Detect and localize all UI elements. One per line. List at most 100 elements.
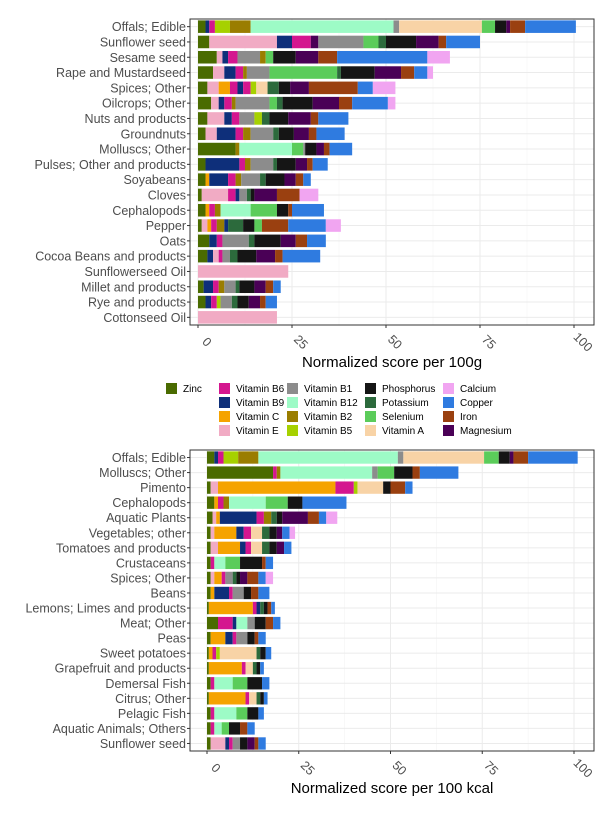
- x-axis-title: Normalized score per 100 kcal: [291, 780, 494, 797]
- bar-segment-magnesium: [295, 50, 319, 64]
- bar-segment-vitamin-b5: [250, 81, 257, 95]
- bar-segment-potassium: [256, 647, 261, 660]
- legend-swatch: [219, 425, 230, 436]
- y-tick-label: Lemons; Limes and products: [25, 602, 186, 616]
- bar-segment-vitamin-b6: [218, 616, 233, 630]
- bar-segment-vitamin-c: [216, 511, 220, 524]
- bar-segment-vitamin-c: [210, 586, 215, 600]
- bar-row-meat-other: [207, 616, 281, 630]
- bar-segment-vitamin-b9: [232, 616, 237, 630]
- bar-segment-phosphorus: [263, 601, 268, 615]
- bar-segment-vitamin-b6: [209, 203, 215, 217]
- y-tick-label: Spices; Other: [110, 81, 186, 95]
- bar-segment-zinc: [198, 280, 204, 294]
- bar-segment-vitamin-b5: [254, 112, 262, 125]
- bar-segment-copper: [258, 737, 266, 750]
- bar-segment-vitamin-b9: [224, 66, 236, 79]
- bar-row-cloves: [198, 188, 319, 202]
- bar-segment-magnesium: [248, 295, 261, 309]
- bar-row-millet-and-products: [198, 280, 281, 294]
- bar-segment-vitamin-b9: [240, 541, 246, 554]
- bar-row-pepper: [198, 219, 341, 232]
- bar-segment-copper: [357, 81, 373, 95]
- bar-segment-phosphorus: [495, 20, 507, 33]
- y-tick-label: Pimento: [140, 481, 186, 495]
- bar-segment-vitamin-b1: [318, 35, 364, 49]
- bar-segment-vitamin-b1: [372, 466, 378, 479]
- legend-swatch: [287, 383, 298, 394]
- bar-segment-vitamin-b9: [236, 526, 244, 539]
- bar-segment-vitamin-b6: [221, 571, 226, 585]
- bar-segment-vitamin-e: [205, 127, 217, 141]
- legend-label: Iron: [460, 412, 477, 423]
- bar-segment-phosphorus: [269, 526, 277, 539]
- bar-segment-vitamin-b6: [210, 707, 215, 720]
- x-axis-title: Normalized score per 100g: [302, 354, 482, 371]
- bar-segment-potassium: [378, 35, 386, 49]
- legend-label: Phosphorus: [382, 384, 435, 395]
- legend-label: Zinc: [183, 384, 202, 395]
- bar-segment-zinc: [207, 677, 211, 690]
- y-tick-label: Offals; Edible: [112, 20, 186, 34]
- bar-segment-vitamin-b9: [205, 158, 240, 171]
- bar-segment-copper: [337, 50, 428, 64]
- bar-segment-vitamin-b6: [241, 662, 246, 675]
- bar-segment-vitamin-b9: [214, 586, 230, 600]
- bar-segment-vitamin-b9: [216, 127, 236, 141]
- bar-segment-vitamin-b6: [212, 647, 217, 660]
- bar-segment-vitamin-b6: [209, 20, 215, 33]
- bar-segment-vitamin-b1: [220, 295, 232, 309]
- legend-item-vitamin-b1: Vitamin B1: [287, 383, 353, 395]
- bar-segment-potassium: [248, 234, 255, 248]
- bar-row-aquatic-animals-others: [207, 722, 255, 735]
- bar-segment-iron: [261, 219, 289, 232]
- bar-segment-selenium: [250, 203, 277, 217]
- bar-segment-vitamin-a: [256, 81, 268, 95]
- bar-segment-phosphorus: [287, 496, 303, 509]
- legend-item-vitamin-b5: Vitamin B5: [287, 425, 353, 437]
- x-tick-label: 100: [571, 756, 596, 781]
- y-tick-label: Rye and products: [88, 296, 186, 310]
- bar-segment-magnesium: [416, 35, 439, 49]
- bar-segment-copper: [258, 586, 270, 600]
- bar-segment-iron: [262, 556, 266, 570]
- bar-segment-vitamin-c: [205, 203, 210, 217]
- bar-row-oilcrops-other: [198, 96, 396, 110]
- x-tick-label: 0: [208, 761, 223, 776]
- bar-segment-zinc: [198, 234, 210, 248]
- bar-segment-zinc: [198, 66, 214, 79]
- y-tick-label: Sunflower seed: [100, 737, 186, 751]
- bar-segment-vitamin-b12: [214, 556, 226, 570]
- bar-segment-zinc: [207, 662, 209, 675]
- bar-segment-phosphorus: [498, 451, 510, 464]
- bar-segment-phosphorus: [340, 66, 375, 79]
- bar-segment-vitamin-a: [251, 541, 263, 554]
- bar-row-vegetables-other: [207, 526, 296, 539]
- bar-segment-vitamin-b6: [335, 481, 354, 494]
- bar-segment-vitamin-b2: [245, 158, 251, 171]
- bar-row-offals-edible: [207, 451, 578, 464]
- bar-segment-vitamin-c: [214, 571, 222, 585]
- bar-segment-zinc: [198, 203, 206, 217]
- bar-segment-vitamin-b6: [211, 219, 217, 232]
- bar-segment-vitamin-c: [210, 631, 226, 645]
- legend-swatch: [443, 425, 454, 436]
- bar-segment-copper: [282, 249, 321, 263]
- bar-segment-vitamin-a: [357, 481, 384, 494]
- bar-row-nuts-and-products: [198, 112, 349, 125]
- bar-segment-selenium: [232, 677, 248, 690]
- bar-segment-selenium: [265, 50, 274, 64]
- legend-item-vitamin-b2: Vitamin B2: [287, 411, 353, 423]
- bar-segment-vitamin-b2: [229, 20, 251, 33]
- bar-segment-vitamin-b6: [211, 295, 217, 309]
- bar-segment-phosphorus: [239, 280, 255, 294]
- bar-row-oats: [198, 234, 326, 248]
- bar-segment-potassium: [232, 571, 237, 585]
- bar-segment-copper: [318, 112, 349, 125]
- bar-segment-vitamin-b6: [231, 112, 240, 125]
- bar-segment-zinc: [207, 737, 211, 750]
- bar-segment-vitamin-b9: [225, 737, 230, 750]
- bar-segment-zinc: [207, 692, 209, 705]
- bar-segment-copper: [260, 662, 264, 675]
- bar-segment-zinc: [207, 571, 211, 585]
